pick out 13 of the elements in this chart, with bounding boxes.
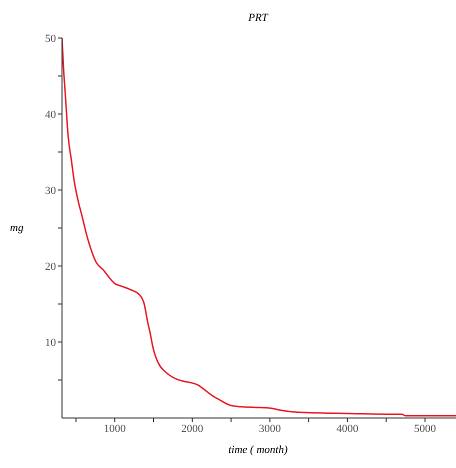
y-axis-title: mg <box>10 222 24 234</box>
x-tick-label: 4000 <box>336 422 359 435</box>
x-axis-title: time ( month) <box>227 444 289 456</box>
x-tick-label: 5000 <box>414 422 436 435</box>
y-tick-label: 10 <box>45 336 56 349</box>
x-tick-label: 1000 <box>104 422 126 435</box>
y-tick-label: 20 <box>45 260 56 273</box>
y-tick-label: 40 <box>45 108 56 121</box>
x-tick-label: 3000 <box>258 422 282 435</box>
x-tick-label: 2000 <box>181 422 204 435</box>
chart-title: PRT <box>247 12 270 24</box>
y-tick-label: 30 <box>45 184 56 197</box>
y-tick-label: 50 <box>45 32 56 45</box>
